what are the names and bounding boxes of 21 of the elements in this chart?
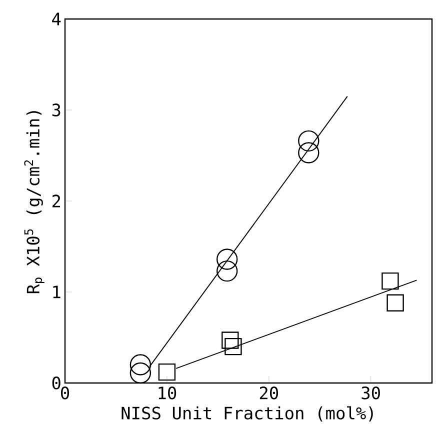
- point: [298, 130, 320, 152]
- point: [222, 332, 239, 349]
- x-tick-label: 10: [158, 386, 176, 400]
- y-tick-label: 1: [53, 286, 60, 298]
- x-tick-label: 20: [260, 386, 278, 400]
- point: [216, 248, 238, 270]
- y-tick-label: 0: [52, 376, 60, 390]
- point: [382, 272, 399, 290]
- text: R$_{p}$ X10$^{5}$ (g/cm$^{2}$.min): [24, 111, 44, 294]
- point: [158, 363, 176, 381]
- point: [298, 142, 320, 164]
- point: [224, 338, 242, 356]
- point: [216, 260, 238, 282]
- y-tick-label: 4: [52, 12, 61, 26]
- x-tick-label: 0: [60, 386, 70, 400]
- x-axis-title: NISS Unit Fraction (mol%): [122, 406, 373, 422]
- y-tick-label: 2: [52, 194, 60, 208]
- point: [386, 294, 404, 312]
- x-tick-label: 30: [362, 386, 380, 400]
- y-tick-label: 3: [52, 104, 60, 116]
- point: [130, 362, 152, 384]
